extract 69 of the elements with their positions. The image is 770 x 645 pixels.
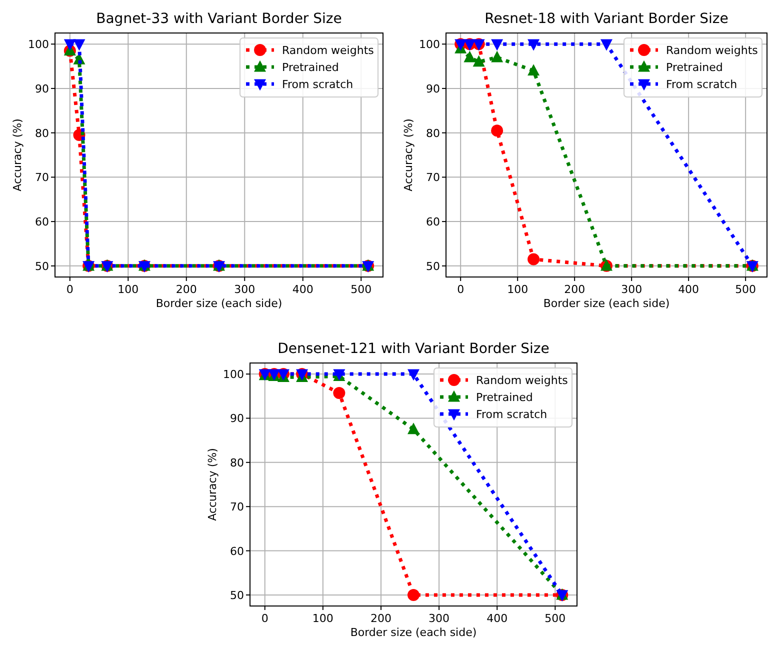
- point: [491, 124, 504, 137]
- point: [408, 422, 420, 434]
- point: [73, 39, 86, 51]
- x-tick-label: 500: [735, 283, 756, 296]
- legend-label: From scratch: [282, 78, 354, 91]
- x-tick-label: 500: [350, 283, 372, 296]
- point: [464, 50, 476, 62]
- y-tick-label: 90: [230, 412, 244, 426]
- point: [528, 39, 540, 51]
- y-tick-label: 80: [230, 456, 244, 470]
- legend-label: Random weights: [282, 44, 374, 57]
- x-tick-label: 0: [66, 283, 74, 296]
- chart-title: Densenet-121 with Variant Border Size: [278, 341, 550, 357]
- x-tick-label: 300: [428, 612, 450, 625]
- x-tick-label: 400: [292, 283, 314, 296]
- point: [491, 39, 504, 51]
- y-axis-title: Accuracy (%): [402, 118, 415, 192]
- x-axis-title: Border size (each side): [350, 626, 477, 639]
- x-tick-label: 500: [544, 612, 566, 625]
- y-tick-label: 100: [28, 38, 49, 52]
- x-tick-label: 100: [312, 612, 334, 625]
- x-tick-label: 100: [507, 283, 528, 296]
- y-tick-label: 50: [230, 588, 244, 602]
- point: [408, 588, 420, 601]
- chart-title: Bagnet-33 with Variant Border Size: [96, 11, 342, 27]
- point: [528, 253, 540, 266]
- legend-label: Pretrained: [282, 61, 339, 74]
- y-tick-label: 100: [419, 38, 440, 52]
- y-tick-label: 70: [230, 500, 244, 514]
- x-axis-title: Border size (each side): [156, 297, 282, 310]
- point: [333, 387, 346, 400]
- y-tick-label: 60: [426, 216, 440, 229]
- x-tick-label: 0: [261, 612, 268, 625]
- legend-label: Pretrained: [666, 61, 723, 74]
- x-tick-label: 200: [564, 283, 586, 296]
- y-axis-title: Accuracy (%): [11, 118, 24, 192]
- y-tick-label: 70: [35, 171, 49, 184]
- y-tick-label: 100: [223, 368, 244, 382]
- point: [528, 64, 540, 76]
- y-tick-label: 80: [426, 126, 440, 140]
- y-tick-label: 70: [426, 171, 440, 184]
- point: [600, 39, 612, 51]
- legend-label: Random weights: [476, 374, 568, 387]
- x-tick-label: 300: [621, 283, 642, 296]
- x-tick-label: 0: [457, 283, 464, 296]
- legend-label: Pretrained: [476, 391, 533, 404]
- y-tick-label: 80: [35, 126, 49, 140]
- point: [64, 39, 76, 51]
- y-tick-label: 60: [230, 544, 244, 558]
- point: [472, 55, 485, 67]
- x-tick-label: 200: [176, 283, 197, 296]
- y-tick-label: 50: [35, 260, 49, 273]
- y-axis-title: Accuracy (%): [206, 448, 219, 521]
- x-tick-label: 400: [678, 283, 700, 296]
- x-tick-label: 100: [118, 283, 139, 296]
- x-tick-label: 200: [370, 612, 392, 625]
- x-axis-title: Border size (each side): [543, 297, 670, 310]
- y-tick-label: 90: [35, 82, 49, 96]
- point: [491, 50, 504, 62]
- y-tick-label: 60: [35, 216, 49, 229]
- legend-label: From scratch: [476, 408, 548, 421]
- chart-title: Resnet-18 with Variant Border Size: [484, 11, 728, 27]
- point: [408, 369, 420, 381]
- legend-label: From scratch: [666, 78, 738, 91]
- y-tick-label: 50: [426, 260, 440, 273]
- y-tick-label: 90: [426, 82, 440, 96]
- legend-label: Random weights: [666, 44, 758, 57]
- x-tick-label: 400: [486, 612, 508, 625]
- x-tick-label: 300: [234, 283, 256, 296]
